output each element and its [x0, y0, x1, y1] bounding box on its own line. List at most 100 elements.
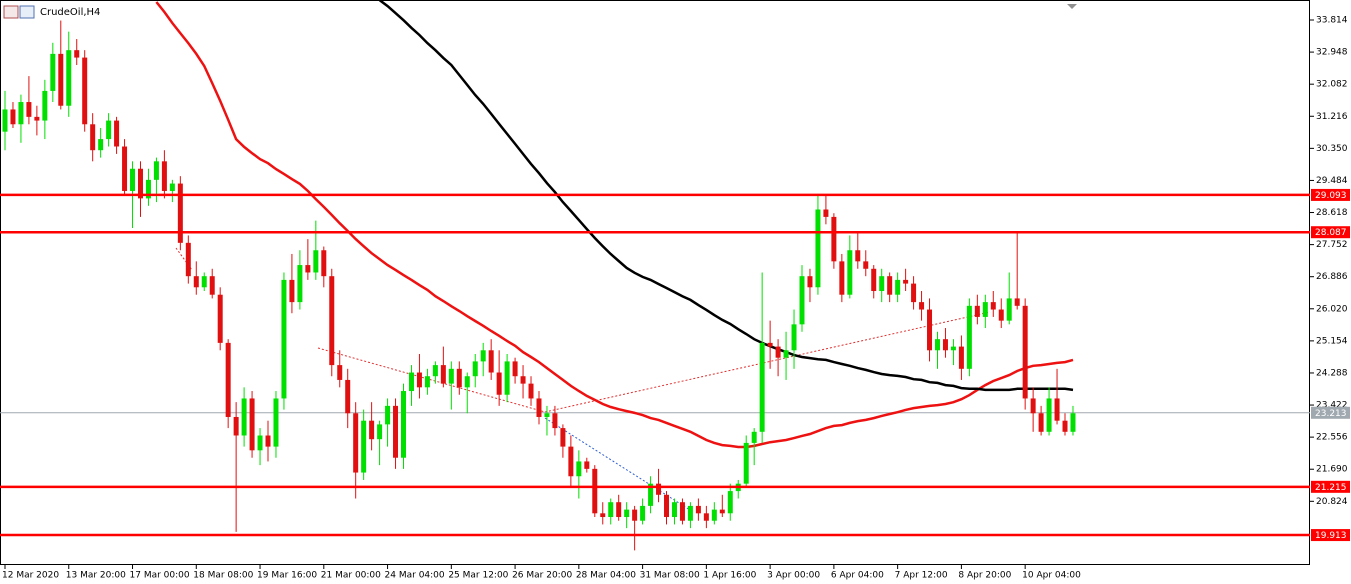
candle-body	[456, 368, 462, 388]
candle-body	[576, 461, 582, 477]
candle-body	[185, 242, 191, 277]
candle-body	[58, 53, 64, 106]
candle-body	[1046, 398, 1052, 432]
candle-body	[353, 413, 359, 473]
y-tick-label: 21.690	[1316, 465, 1348, 475]
candle-body	[177, 183, 183, 243]
candle-body	[2, 109, 8, 132]
candle-body	[911, 283, 917, 303]
y-tick-label: 32.082	[1316, 80, 1348, 90]
candle-body	[703, 513, 709, 521]
candle-body	[249, 398, 255, 451]
x-tick-label: 8 Apr 20:00	[958, 571, 1011, 581]
candle-body	[26, 102, 32, 117]
candle-body	[895, 279, 901, 295]
candle-body	[679, 502, 685, 521]
candle-body	[775, 346, 781, 358]
candle-body	[831, 216, 837, 262]
level-label-box	[1311, 188, 1350, 201]
candle-body	[233, 416, 239, 436]
y-tick-label: 31.216	[1316, 112, 1348, 122]
candle-body	[958, 346, 964, 369]
candle-body	[137, 168, 143, 199]
candle-body	[1054, 398, 1060, 421]
candle-body	[934, 339, 940, 351]
candle-body	[98, 139, 104, 151]
candle-body	[217, 294, 223, 343]
candle-body	[887, 276, 893, 295]
y-tick-label: 26.886	[1316, 272, 1348, 282]
candle-body	[552, 413, 558, 429]
candle-body	[464, 376, 470, 388]
y-tick-label: 25.154	[1316, 336, 1348, 346]
y-tick-label: 27.752	[1316, 240, 1348, 250]
candle-body	[480, 350, 486, 362]
candle-body	[504, 361, 510, 395]
candle-body	[592, 468, 598, 514]
candle-body	[114, 120, 120, 147]
x-tick-label: 3 Apr 00:00	[767, 571, 820, 581]
candle-body	[719, 509, 725, 514]
candle-body	[209, 276, 215, 295]
candle-body	[624, 509, 630, 518]
candle-body	[1006, 298, 1012, 321]
x-tick-label: 28 Mar 04:00	[576, 571, 636, 581]
level-label-box	[1311, 480, 1350, 493]
candle-body	[440, 365, 446, 384]
candle-body	[161, 161, 167, 191]
candle-body	[408, 372, 414, 392]
level-label: 19.913	[1315, 531, 1347, 541]
x-tick-label: 24 Mar 04:00	[385, 571, 445, 581]
candle-body	[1062, 420, 1068, 432]
moving-average	[155, 1, 1074, 449]
candle-body	[393, 405, 399, 458]
candle-body	[10, 109, 16, 125]
candle-body	[241, 398, 247, 436]
candle-body	[966, 305, 972, 369]
candle-body	[377, 424, 383, 440]
candle-body	[257, 435, 263, 451]
candle-body	[536, 398, 542, 417]
candle-body	[879, 276, 885, 292]
candle-body	[783, 350, 789, 358]
candle-body	[528, 383, 534, 399]
x-tick-label: 1 Apr 16:00	[703, 571, 756, 581]
chart-icon	[3, 5, 35, 19]
candle-body	[448, 368, 454, 384]
candle-body	[656, 483, 662, 495]
y-tick-label: 20.824	[1316, 497, 1348, 507]
candle-body	[289, 279, 295, 303]
candle-body	[632, 509, 638, 521]
candle-body	[695, 505, 701, 514]
candle-body	[50, 53, 56, 91]
candle-body	[281, 279, 287, 399]
x-tick-label: 18 Mar 08:00	[193, 571, 253, 581]
candle-body	[472, 361, 478, 377]
candle-body	[225, 342, 231, 417]
candle-body	[974, 305, 980, 317]
candle-body	[193, 276, 199, 288]
y-tick-label: 32.948	[1316, 48, 1348, 58]
candle-body	[385, 405, 391, 425]
candle-body	[305, 265, 311, 273]
candle-body	[1038, 413, 1044, 432]
current-price-box	[1311, 406, 1350, 419]
candle-body	[66, 50, 72, 106]
candle-body	[751, 431, 757, 443]
x-tick-label: 13 Mar 20:00	[66, 571, 126, 581]
candle-body	[640, 505, 646, 521]
candle-body	[18, 102, 24, 125]
candle-body	[671, 502, 677, 518]
candle-body	[863, 261, 869, 269]
candle-body	[648, 483, 654, 506]
candle-body	[90, 124, 96, 151]
candle-body	[313, 250, 319, 273]
candle-body	[600, 513, 606, 518]
candle-body	[687, 505, 693, 521]
candle-body	[401, 391, 406, 458]
candle-body	[664, 494, 670, 518]
candle-body	[201, 276, 207, 288]
candle-body	[424, 376, 430, 388]
candle-body	[727, 491, 733, 514]
